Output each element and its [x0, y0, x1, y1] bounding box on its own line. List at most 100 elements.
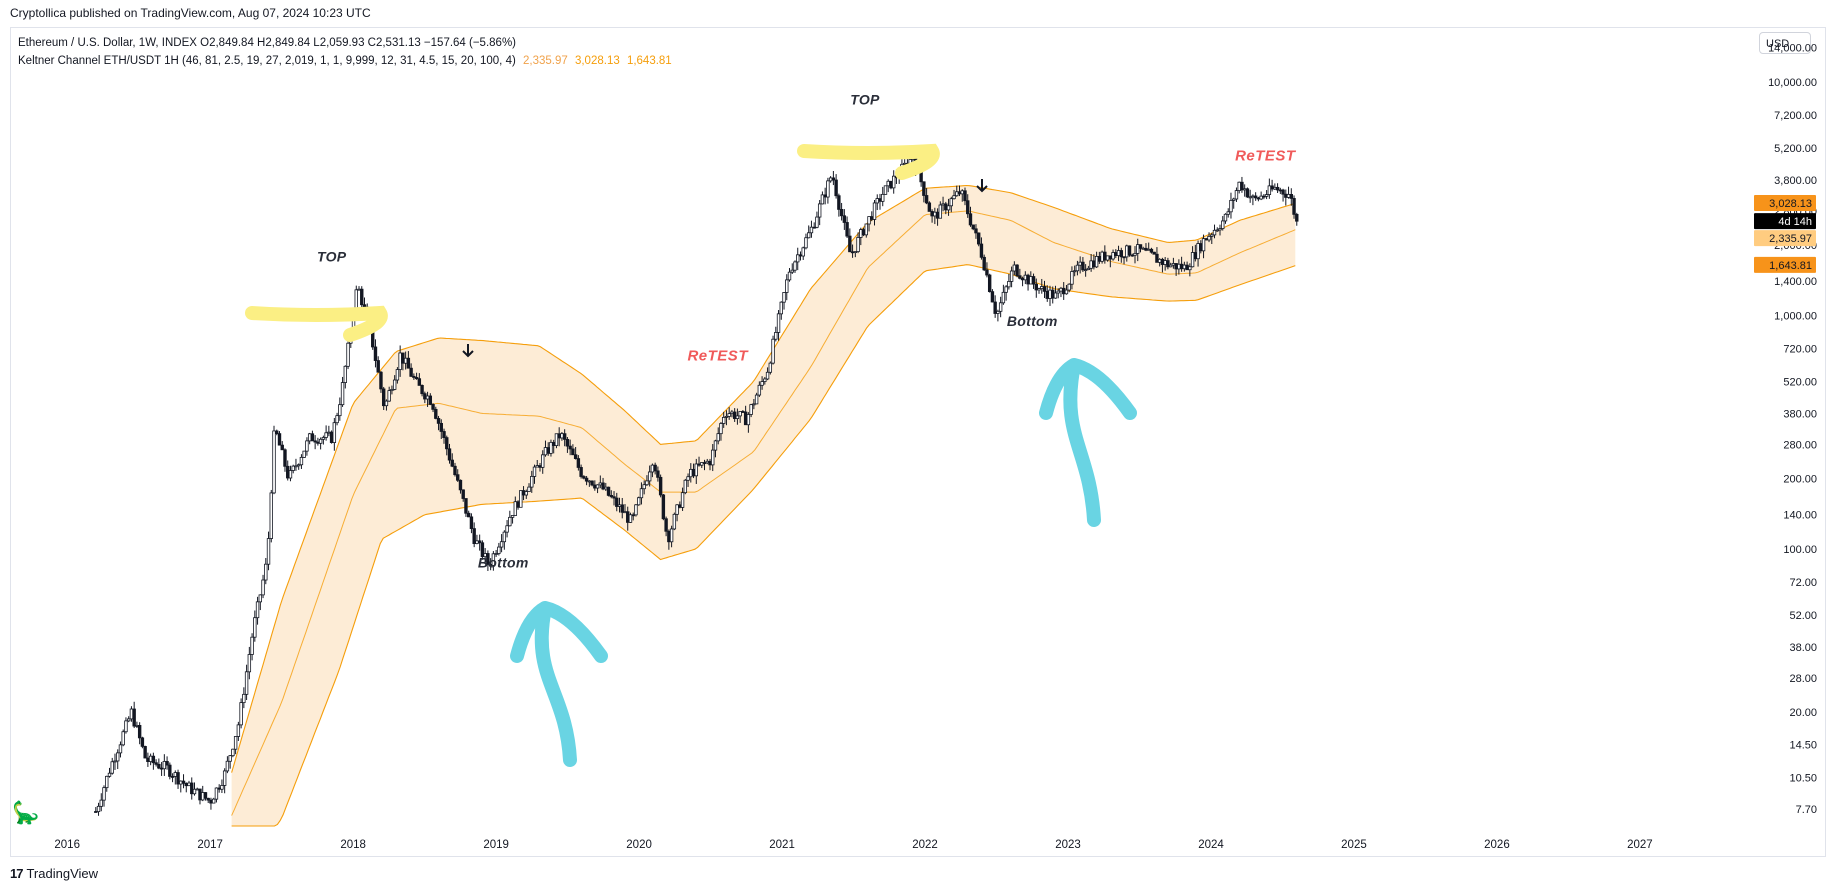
- candle-up: [595, 484, 600, 489]
- candle-up: [749, 404, 753, 415]
- candle-up: [949, 198, 953, 207]
- candle-down: [1240, 181, 1244, 191]
- candle-down: [280, 444, 284, 451]
- candle-up: [1201, 238, 1206, 252]
- chart-annotation: ReTEST: [1235, 148, 1297, 165]
- candle-up: [1125, 245, 1129, 258]
- chart-annotation: TOP: [850, 91, 880, 107]
- candle-up: [938, 204, 943, 219]
- dinosaur-icon[interactable]: 🦕: [12, 800, 40, 825]
- y-axis-tick-label: 28.00: [1789, 673, 1817, 685]
- currency-selector[interactable]: USD: [1759, 32, 1811, 54]
- candle-up: [508, 516, 512, 527]
- candle-up: [116, 752, 120, 762]
- y-axis-tick-label: 20.00: [1789, 707, 1817, 719]
- candle-up: [346, 342, 350, 367]
- publisher-line: Cryptollica published on TradingView.com…: [10, 6, 371, 20]
- candle-down: [436, 418, 441, 424]
- candle-down: [823, 194, 827, 198]
- candle-up: [195, 788, 199, 791]
- candle-up: [324, 432, 328, 438]
- candle-down: [1289, 194, 1293, 199]
- candle-down: [420, 385, 424, 395]
- candle-down: [434, 408, 438, 419]
- candle-down: [469, 516, 474, 529]
- candle-up: [1100, 251, 1104, 262]
- candle-down: [1199, 243, 1203, 252]
- candle-up: [239, 702, 243, 726]
- candle-up: [793, 261, 797, 271]
- candle-down: [966, 200, 970, 215]
- candle-down: [1051, 289, 1055, 299]
- candle-down: [329, 431, 334, 443]
- candle-down: [546, 447, 550, 454]
- candle-up: [1023, 274, 1028, 281]
- candle-up: [1218, 228, 1222, 231]
- candle-up: [392, 379, 397, 390]
- symbol-legend[interactable]: Ethereum / U.S. Dollar, 1W, INDEX O2,849…: [18, 37, 516, 49]
- candle-down: [286, 465, 290, 479]
- candle-up: [527, 486, 531, 492]
- candle-up: [716, 433, 720, 442]
- candle-down: [428, 395, 433, 405]
- x-axis-tick-label: 2022: [912, 839, 938, 851]
- candle-down: [667, 530, 671, 543]
- candle-down: [557, 433, 561, 439]
- candle-up: [236, 724, 241, 737]
- price-scale-label: 1,643.81: [1769, 260, 1812, 272]
- candle-down: [834, 179, 838, 197]
- candle-up: [1210, 234, 1214, 237]
- indicator-lower-value: 1,643.81: [626, 55, 672, 67]
- candle-up: [765, 371, 770, 380]
- candle-up: [700, 462, 704, 466]
- candle-up: [502, 531, 507, 543]
- candle-down: [848, 235, 852, 253]
- candle-down: [565, 438, 570, 447]
- candle-up: [724, 415, 729, 418]
- candle-up: [1226, 211, 1230, 215]
- chart-frame: [10, 27, 1826, 857]
- candle-up: [1171, 263, 1176, 266]
- candle-down: [417, 378, 422, 386]
- tradingview-brand[interactable]: 17 TradingView: [10, 866, 98, 881]
- y-axis-tick-label: 38.00: [1789, 642, 1817, 654]
- keltner-upper-band: [231, 184, 1296, 773]
- x-axis-tick-label: 2026: [1484, 839, 1510, 851]
- candle-down: [1020, 277, 1025, 281]
- indicator-legend[interactable]: Keltner Channel ETH/USDT 1H (46, 81, 2.5…: [18, 52, 672, 70]
- candle-down: [94, 811, 98, 813]
- candle-down: [406, 357, 411, 369]
- candle-down: [423, 393, 427, 400]
- candle-down: [1166, 260, 1170, 268]
- candle-up: [933, 211, 937, 217]
- candle-up: [1059, 287, 1063, 292]
- candle-down: [310, 433, 315, 442]
- candle-down: [168, 764, 172, 777]
- candle-up: [390, 389, 394, 392]
- candle-up: [266, 538, 271, 565]
- candle-down: [453, 465, 457, 476]
- candle-up: [1029, 276, 1033, 285]
- candle-down: [1245, 188, 1250, 198]
- candle-up: [222, 770, 227, 786]
- candle-up: [1215, 229, 1219, 232]
- candle-up: [541, 454, 545, 468]
- candle-up: [107, 772, 112, 777]
- candle-down: [845, 222, 849, 237]
- candle-down: [661, 494, 666, 520]
- candle-down: [708, 460, 712, 466]
- candle-up: [499, 541, 504, 548]
- candle-up: [264, 563, 268, 581]
- candle-up: [126, 718, 131, 722]
- candle-up: [1075, 264, 1080, 272]
- candle-up: [815, 216, 819, 228]
- tradingview-brand-label: TradingView: [26, 866, 99, 881]
- candle-down: [442, 431, 446, 439]
- candle-up: [719, 423, 723, 435]
- candle-down: [401, 352, 405, 364]
- candle-down: [837, 195, 841, 210]
- candle-up: [214, 787, 219, 800]
- candle-down: [1152, 251, 1156, 255]
- candle-down: [593, 484, 597, 489]
